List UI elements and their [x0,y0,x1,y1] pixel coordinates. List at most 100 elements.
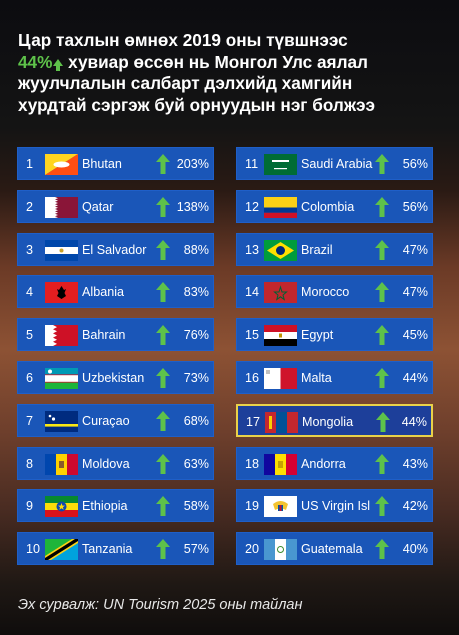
growth-percent: 40% [402,542,428,557]
bhutan-flag-icon [45,154,78,175]
headline-percent: 44% [18,51,53,72]
up-arrow-icon [156,196,170,217]
country-name: Guatemala [301,542,363,557]
up-arrow-icon [156,325,170,346]
country-name: Bhutan [82,157,122,171]
growth-percent: 73% [183,370,209,385]
rank-number: 7 [26,413,34,428]
bahrain-flag-icon [45,325,78,347]
country-name: Tanzania [82,542,133,557]
albania-flag-icon [45,282,78,304]
growth-percent: 203% [176,157,209,171]
growth-percent: 138% [176,199,209,214]
rank-number: 3 [26,242,34,257]
growth-percent: 45% [402,328,428,343]
ranking-row-el-salvador: 3 El Salvador 88% [17,232,214,266]
headline-line-2-text: хувиар өссөн нь Монгол Улс аялал [63,51,368,72]
elsalvador-flag-icon [45,239,78,261]
rank-number: 16 [245,370,260,385]
up-arrow-icon [156,410,170,431]
up-arrow-icon [375,239,389,260]
curacao-flag-icon [45,410,78,432]
growth-percent: 44% [401,414,427,429]
ranking-row-egypt: 15 Egypt 45% [236,318,433,352]
country-name: Bahrain [82,328,126,343]
growth-percent: 56% [402,199,428,214]
country-name: Brazil [301,242,333,257]
growth-percent: 88% [183,242,209,257]
egypt-flag-icon [264,325,297,347]
headline-line-1: Цар тахлын өмнөх 2019 оны түвшнээс [18,30,348,50]
headline-line-2: 44% хувиар өссөн нь Монгол Улс аялал [18,52,448,74]
growth-percent: 47% [402,242,428,257]
rank-number: 12 [245,199,260,214]
country-name: Egypt [301,328,334,343]
rank-number: 10 [26,542,41,557]
malta-flag-icon [264,367,297,389]
rank-number: 15 [245,328,260,343]
ranking-row-bahrain: 5 Bahrain 76% [17,318,214,352]
country-name: Uzbekistan [82,370,145,385]
growth-percent: 47% [402,285,428,300]
ranking-row-colombia: 12 Colombia 56% [236,189,433,223]
country-name: Morocco [301,285,350,300]
up-arrow-icon [156,539,170,560]
growth-percent: 68% [183,413,209,428]
country-name: El Salvador [82,242,147,257]
rank-number: 11 [245,157,259,171]
up-arrow-icon [156,154,170,174]
headline-line-4: хурдтай сэргэж буй орнуудын нэг болжээ [18,94,376,115]
rank-number: 2 [26,199,34,214]
country-name: Mongolia [302,414,354,429]
growth-percent: 56% [402,157,428,171]
ranking-column-right: 11 Saudi Arabia 56% 12 Colombia 56% 13 Brazil 47… [236,147,433,575]
country-name: Andorra [301,456,346,471]
up-arrow-icon [156,239,170,260]
ranking-row-morocco: 14 Morocco 47% [236,275,433,309]
country-name: Colombia [301,199,355,214]
ethiopia-flag-icon [45,496,78,518]
ranking-row-us-virgin-isl: 19 US Virgin Isl 42% [236,489,433,523]
up-arrow-icon [375,282,389,303]
up-arrow-icon [156,367,170,388]
ranking-row-uzbekistan: 6 Uzbekistan 73% [17,360,214,394]
rank-number: 19 [245,499,260,514]
up-arrow-icon [156,496,170,517]
up-arrow-icon [375,196,389,217]
tanzania-flag-icon [45,539,78,561]
growth-percent: 63% [183,456,209,471]
rank-number: 20 [245,542,260,557]
up-arrow-icon [375,453,389,474]
ranking-row-andorra: 18 Andorra 43% [236,446,433,480]
saudi-flag-icon [264,154,297,175]
ranking-column-left: 1 Bhutan 203% 2 Qatar 138% 3 El Salvador 88% 4 Alb… [17,147,214,575]
rank-number: 8 [26,456,34,471]
ranking-row-ethiopia: 9 Ethiopia 58% [17,489,214,523]
growth-percent: 76% [183,328,209,343]
rank-number: 17 [246,414,261,429]
country-name: Qatar [82,199,114,214]
rank-number: 5 [26,328,34,343]
rank-number: 9 [26,499,34,514]
ranking-row-brazil: 13 Brazil 47% [236,232,433,266]
ranking-row-bhutan: 1 Bhutan 203% [17,147,214,180]
growth-percent: 44% [402,370,428,385]
ranking-row-malta: 16 Malta 44% [236,360,433,394]
up-arrow-icon [156,453,170,474]
rank-number: 6 [26,370,34,385]
mongolia-flag-icon [265,411,298,433]
growth-percent: 42% [402,499,428,514]
rank-number: 14 [245,285,260,300]
usvi-flag-icon [264,496,297,518]
ranking-row-guatemala: 20 Guatemala 40% [236,532,433,566]
qatar-flag-icon [45,196,78,218]
growth-percent: 43% [402,456,428,471]
up-arrow-icon [375,325,389,346]
brazil-flag-icon [264,239,297,261]
growth-percent: 57% [183,542,209,557]
source-note: Эх сурвалж: UN Tourism 2025 оны тайлан [18,597,303,613]
country-name: Curaçao [82,413,130,428]
colombia-flag-icon [264,196,297,218]
growth-percent: 83% [183,285,209,300]
up-arrow-icon [375,367,389,388]
